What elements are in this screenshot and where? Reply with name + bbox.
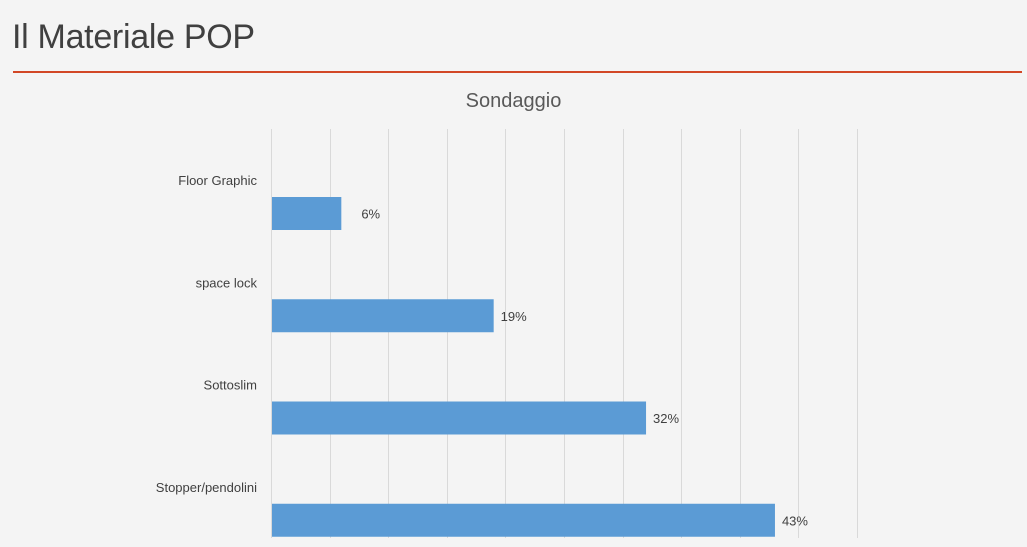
title-divider (13, 71, 1022, 73)
data-label: 32% (653, 411, 679, 426)
category-label: space lock (196, 275, 258, 290)
chart-title: Sondaggio (465, 90, 562, 112)
slide-title: Il Materiale POP (12, 18, 255, 56)
bar (271, 197, 342, 230)
data-label: 43% (782, 513, 808, 528)
category-label: Stopper/pendolini (156, 480, 257, 495)
data-label: 6% (361, 207, 380, 222)
bar (271, 299, 494, 333)
bar (271, 503, 775, 537)
category-label: Floor Graphic (178, 173, 257, 188)
bar (271, 401, 647, 435)
data-label: 19% (501, 309, 527, 324)
category-label: Sottoslim (204, 378, 257, 393)
